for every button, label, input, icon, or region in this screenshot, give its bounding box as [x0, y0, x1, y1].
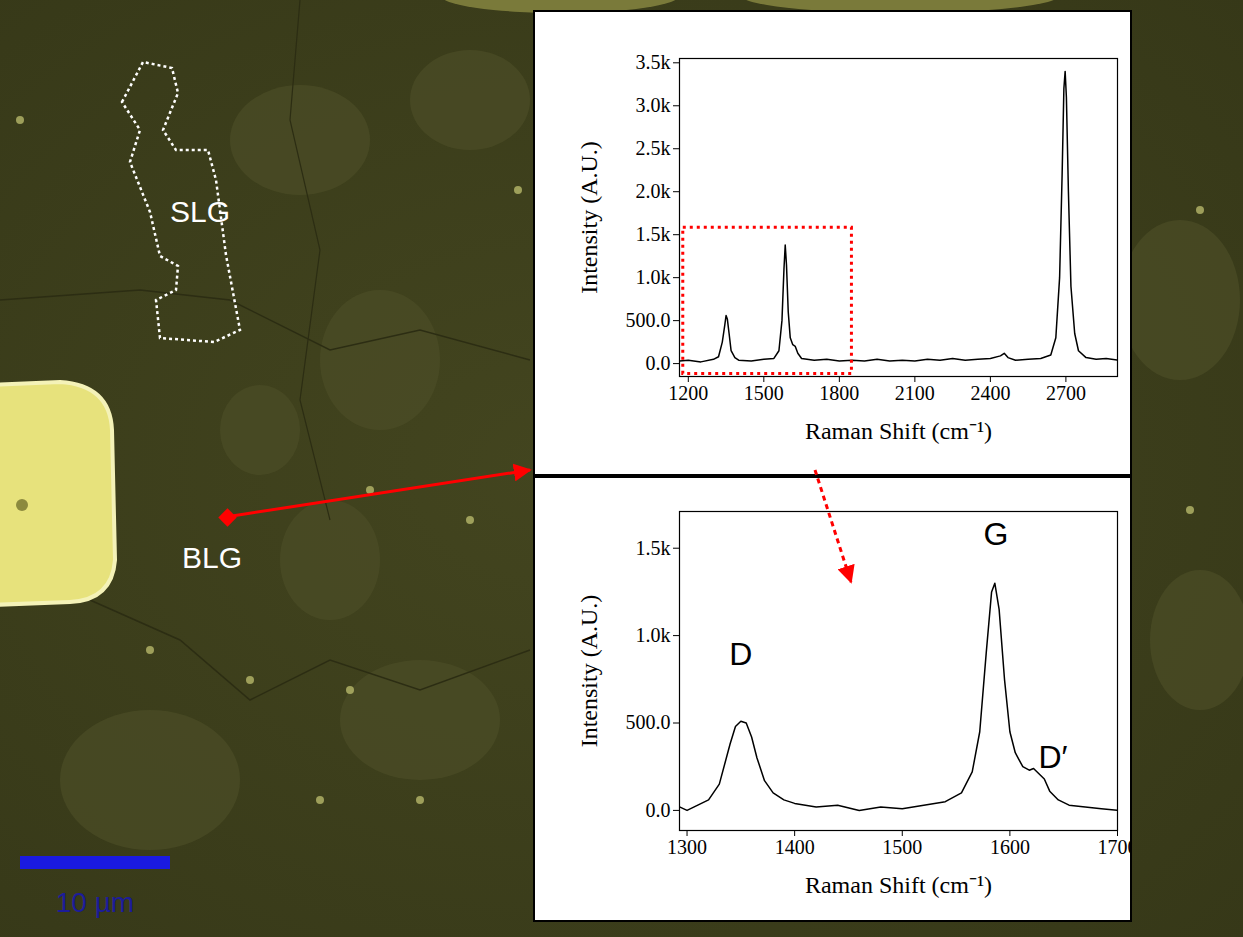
svg-text:2.0k: 2.0k — [636, 180, 671, 202]
svg-text:1.5k: 1.5k — [636, 223, 671, 245]
svg-text:1.0k: 1.0k — [636, 624, 671, 646]
svg-text:1300: 1300 — [667, 836, 707, 858]
svg-text:Intensity (A.U.): Intensity (A.U.) — [576, 141, 602, 294]
svg-text:Raman Shift (cm⁻¹): Raman Shift (cm⁻¹) — [805, 418, 992, 444]
svg-text:1500: 1500 — [882, 836, 922, 858]
svg-text:10 µm: 10 µm — [56, 887, 134, 918]
svg-text:2100: 2100 — [895, 382, 935, 404]
svg-text:G: G — [983, 516, 1008, 552]
svg-text:1400: 1400 — [775, 836, 815, 858]
svg-text:1200: 1200 — [668, 382, 708, 404]
svg-text:1800: 1800 — [819, 382, 859, 404]
svg-text:D′: D′ — [1038, 739, 1067, 775]
svg-text:1.0k: 1.0k — [636, 266, 671, 288]
svg-text:3.0k: 3.0k — [636, 94, 671, 116]
svg-text:2400: 2400 — [970, 382, 1010, 404]
svg-text:2.5k: 2.5k — [636, 137, 671, 159]
svg-text:1.5k: 1.5k — [636, 537, 671, 559]
svg-text:3.5k: 3.5k — [636, 51, 671, 73]
svg-text:1700: 1700 — [1098, 836, 1133, 858]
svg-text:BLG: BLG — [182, 541, 242, 574]
svg-text:Intensity (A.U.): Intensity (A.U.) — [576, 595, 602, 748]
svg-text:D: D — [729, 636, 752, 672]
svg-text:0.0: 0.0 — [646, 799, 671, 821]
svg-text:500.0: 500.0 — [626, 309, 671, 331]
svg-text:1500: 1500 — [744, 382, 784, 404]
svg-text:SLG: SLG — [170, 195, 230, 228]
svg-text:Raman Shift (cm⁻¹): Raman Shift (cm⁻¹) — [805, 872, 992, 898]
svg-text:2700: 2700 — [1046, 382, 1086, 404]
svg-text:1600: 1600 — [990, 836, 1030, 858]
svg-text:500.0: 500.0 — [626, 711, 671, 733]
svg-text:0.0: 0.0 — [646, 352, 671, 374]
